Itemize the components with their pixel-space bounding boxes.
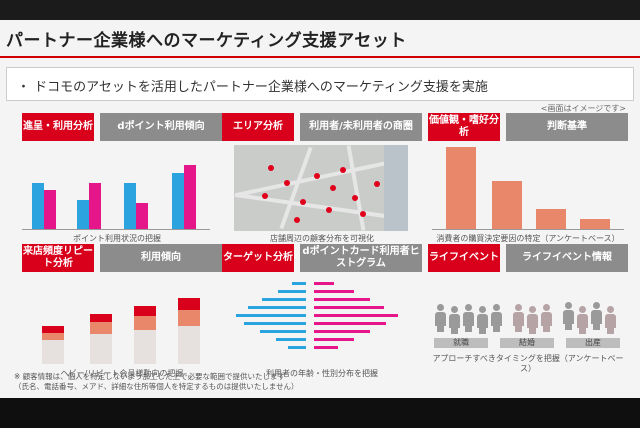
person-icon [490, 304, 502, 332]
bar-orange-1 [446, 147, 476, 229]
panel-4-gray-label: 利用傾向 [100, 244, 222, 272]
stack-2-base [90, 334, 112, 364]
bar-pink-2 [89, 183, 101, 229]
chart-3-axis [432, 229, 624, 230]
slide: パートナー企業様へのマーケティング支援アセット ・ ドコモのアセットを活用したパ… [0, 20, 640, 398]
person-icon [476, 306, 488, 334]
person-icon [526, 306, 538, 334]
footnote-line-2: （氏名、電話番号、メアド、詳細な住所等個人を特定するものは提供いたしません） [14, 382, 299, 391]
subtitle-box: ・ ドコモのアセットを活用したパートナー企業様へのマーケティング支援を実施 [6, 67, 634, 101]
person-icon [434, 304, 446, 332]
stack-1-top [42, 326, 64, 333]
stage-marriage: 結婚 [500, 338, 554, 348]
stack-1-mid [42, 333, 64, 340]
panel-point-usage: 進呈・利用分析 dポイント利用傾向 ポイント利用状況の把握 [22, 113, 222, 243]
stage-childbirth: 出産 [566, 338, 620, 348]
panel-frequency: 来店頻度リピート分析 利用傾向 ヘビー/リピート会員様動向の把握 [22, 244, 222, 378]
bar-blue-1 [32, 183, 44, 229]
panel-area: エリア分析 利用者/未利用者の商圏 店舗周辺の顧客分布を可視化 [222, 113, 422, 243]
person-icon [576, 306, 588, 334]
panel-1-red-label: 進呈・利用分析 [22, 113, 94, 141]
stack-4-base [178, 326, 200, 364]
stack-3-top [134, 306, 156, 316]
bar-pink-1 [44, 190, 56, 229]
stack-4-mid [178, 310, 200, 326]
bar-orange-3 [536, 209, 566, 229]
title-underline [0, 56, 640, 58]
person-icon [590, 302, 602, 330]
panel-2-gray-label: 利用者/未利用者の商圏 [300, 113, 422, 141]
stack-4-top [178, 298, 200, 310]
stack-3-mid [134, 316, 156, 330]
panel-2-red-label: エリア分析 [222, 113, 294, 141]
panel-3-red-label: 価値観・嗜好分析 [428, 113, 500, 141]
panel-5-red-label: ターゲット分析 [222, 244, 294, 272]
stack-3-base [134, 330, 156, 364]
panel-6-gray-label: ライフイベント情報 [506, 244, 628, 272]
panel-1-gray-label: dポイント利用傾向 [100, 113, 222, 141]
person-icon [448, 306, 460, 334]
panel-6-red-label: ライフイベント [428, 244, 500, 272]
panel-4-caption: ヘビー/リピート会員様動向の把握 [60, 369, 184, 378]
panel-4-red-label: 来店頻度リピート分析 [22, 244, 94, 272]
panel-5-caption: 利用者の年齢・性別分布を把握 [266, 369, 378, 378]
panel-5-gray-label: dポイントカード利用者ヒストグラム [300, 244, 422, 272]
person-icon [512, 304, 524, 332]
panel-3-caption: 消費者の購買決定要因の特定（アンケートベース） [436, 234, 620, 243]
panel-1-caption: ポイント利用状況の把握 [73, 234, 161, 243]
footnote: ※ 顧客情報は、個人を特定しないよう加工した上で必要な範囲で提供いたします （氏… [14, 372, 298, 392]
bar-orange-2 [492, 181, 522, 229]
bar-pink-4 [184, 165, 196, 229]
panel-values: 価値観・嗜好分析 判断基準 消費者の購買決定要因の特定（アンケートベース） [428, 113, 628, 243]
subtitle: ・ ドコモのアセットを活用したパートナー企業様へのマーケティング支援を実施 [17, 80, 488, 95]
bar-pink-3 [136, 203, 148, 229]
chart-1-axis [22, 229, 210, 230]
bottom-bezel [0, 398, 640, 428]
slide-title: パートナー企業様へのマーケティング支援アセット [6, 31, 407, 51]
stack-1-base [42, 340, 64, 364]
panel-life-event: ライフイベント ライフイベント情報 就職 結婚 出産 アプローチすべきタイミング… [428, 244, 628, 373]
image-note: <画面はイメージです> [540, 104, 626, 113]
bar-blue-3 [124, 183, 136, 229]
bar-blue-4 [172, 173, 184, 229]
stack-2-top [90, 314, 112, 322]
person-icon [562, 302, 574, 330]
person-icon [462, 304, 474, 332]
person-icon [540, 304, 552, 332]
panel-2-caption: 店舗周辺の顧客分布を可視化 [270, 234, 374, 243]
person-icon [604, 306, 616, 334]
panel-3-gray-label: 判断基準 [506, 113, 628, 141]
top-bezel [0, 0, 640, 20]
stage-employment: 就職 [434, 338, 488, 348]
panel-6-caption: アプローチすべきタイミングを把握（アンケートベース） [432, 354, 624, 373]
stack-2-mid [90, 322, 112, 334]
footnote-line-1: ※ 顧客情報は、個人を特定しないよう加工した上で必要な範囲で提供いたします [14, 372, 286, 381]
panel-target: ターゲット分析 dポイントカード利用者ヒストグラム 利用者の年齢・性別分布を把握 [222, 244, 422, 378]
bar-blue-2 [77, 200, 89, 229]
bar-orange-4 [580, 219, 610, 229]
area-map [234, 145, 408, 231]
